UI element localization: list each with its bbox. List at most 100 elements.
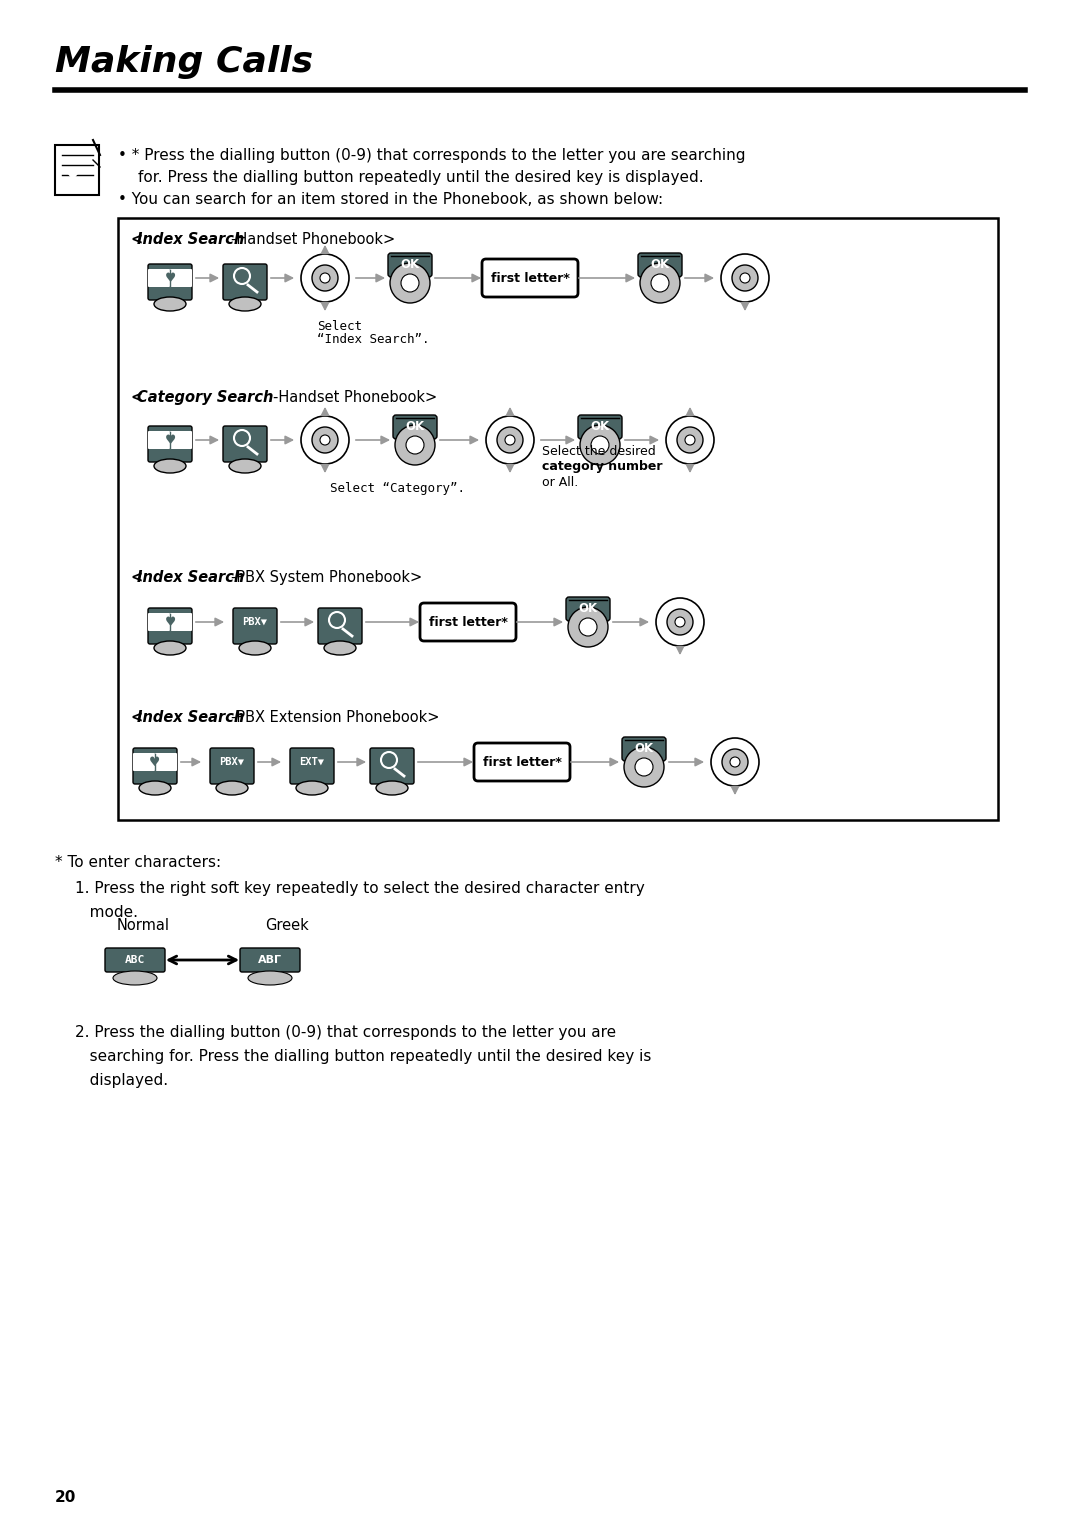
Circle shape (591, 436, 609, 454)
Circle shape (568, 607, 608, 647)
FancyBboxPatch shape (105, 948, 165, 972)
Circle shape (675, 618, 685, 627)
FancyBboxPatch shape (148, 613, 170, 631)
Text: 1. Press the right soft key repeatedly to select the desired character entry: 1. Press the right soft key repeatedly t… (75, 881, 645, 896)
FancyBboxPatch shape (148, 609, 192, 644)
FancyBboxPatch shape (420, 602, 516, 641)
Text: ♥: ♥ (65, 168, 79, 182)
Circle shape (635, 758, 653, 777)
Ellipse shape (154, 459, 186, 472)
FancyBboxPatch shape (638, 252, 681, 277)
Text: ABΓ: ABΓ (258, 956, 282, 965)
FancyBboxPatch shape (474, 743, 570, 781)
Text: OK: OK (405, 420, 424, 434)
FancyBboxPatch shape (318, 609, 362, 644)
Text: Normal: Normal (117, 917, 170, 933)
Ellipse shape (248, 971, 292, 985)
FancyBboxPatch shape (148, 427, 192, 462)
Text: * To enter characters:: * To enter characters: (55, 855, 221, 870)
Ellipse shape (229, 459, 261, 472)
Text: <: < (130, 390, 143, 405)
Circle shape (401, 274, 419, 292)
Circle shape (677, 427, 703, 453)
Text: Select the desired: Select the desired (542, 445, 656, 459)
Ellipse shape (229, 297, 261, 310)
FancyBboxPatch shape (170, 613, 192, 631)
Circle shape (505, 434, 515, 445)
FancyBboxPatch shape (393, 414, 437, 439)
FancyBboxPatch shape (578, 414, 622, 439)
Text: searching for. Press the dialling button repeatedly until the desired key is: searching for. Press the dialling button… (75, 1049, 651, 1064)
Text: Making Calls: Making Calls (55, 44, 313, 80)
Circle shape (579, 618, 597, 636)
Text: mode.: mode. (75, 905, 138, 920)
Circle shape (723, 749, 748, 775)
Circle shape (406, 436, 424, 454)
Circle shape (711, 739, 759, 786)
FancyBboxPatch shape (622, 737, 666, 761)
Circle shape (666, 416, 714, 463)
FancyBboxPatch shape (133, 752, 156, 771)
Text: <: < (130, 709, 143, 725)
Ellipse shape (139, 781, 171, 795)
Text: -Handset Phonebook>: -Handset Phonebook> (231, 232, 395, 248)
Text: ♥: ♥ (164, 272, 176, 284)
FancyBboxPatch shape (566, 596, 610, 621)
Text: first letter*: first letter* (483, 755, 562, 769)
Text: • You can search for an item stored in the Phonebook, as shown below:: • You can search for an item stored in t… (118, 193, 663, 206)
Text: OK: OK (579, 602, 597, 616)
Circle shape (667, 609, 693, 635)
Text: Select: Select (318, 320, 362, 333)
FancyBboxPatch shape (222, 427, 267, 462)
FancyBboxPatch shape (388, 252, 432, 277)
FancyBboxPatch shape (222, 265, 267, 300)
Bar (118, 219, 998, 820)
Circle shape (640, 263, 680, 303)
Text: Index Search: Index Search (137, 709, 244, 725)
Circle shape (312, 427, 338, 453)
FancyBboxPatch shape (148, 269, 170, 287)
Circle shape (685, 434, 696, 445)
Text: EXT▼: EXT▼ (299, 757, 324, 768)
Ellipse shape (296, 781, 328, 795)
Text: -PBX Extension Phonebook>: -PBX Extension Phonebook> (231, 709, 440, 725)
Ellipse shape (154, 297, 186, 310)
Circle shape (740, 274, 750, 283)
Text: for. Press the dialling button repeatedly until the desired key is displayed.: for. Press the dialling button repeatedl… (138, 170, 704, 185)
Text: <: < (130, 232, 143, 248)
FancyBboxPatch shape (148, 431, 170, 450)
Circle shape (320, 434, 330, 445)
FancyBboxPatch shape (210, 748, 254, 784)
Text: PBX▼: PBX▼ (243, 618, 268, 627)
Text: ♥: ♥ (164, 616, 176, 628)
Text: ♥: ♥ (149, 755, 161, 769)
Circle shape (312, 265, 338, 291)
Circle shape (651, 274, 669, 292)
Circle shape (301, 254, 349, 303)
Text: Index Search: Index Search (137, 570, 244, 586)
Text: -PBX System Phonebook>: -PBX System Phonebook> (231, 570, 422, 586)
Circle shape (497, 427, 523, 453)
Text: or All.: or All. (542, 476, 578, 489)
Text: Select “Category”.: Select “Category”. (330, 482, 465, 495)
Text: displayed.: displayed. (75, 1073, 168, 1089)
FancyBboxPatch shape (55, 145, 99, 196)
FancyBboxPatch shape (482, 258, 578, 297)
Text: <: < (130, 570, 143, 586)
Text: “Index Search”.: “Index Search”. (318, 333, 430, 346)
Text: ♥: ♥ (164, 434, 176, 446)
Circle shape (580, 425, 620, 465)
Text: first letter*: first letter* (490, 272, 569, 284)
FancyBboxPatch shape (170, 431, 192, 450)
FancyBboxPatch shape (370, 748, 414, 784)
Circle shape (624, 748, 664, 787)
FancyBboxPatch shape (170, 269, 192, 287)
Circle shape (486, 416, 534, 463)
Circle shape (656, 598, 704, 645)
Text: 20: 20 (55, 1489, 77, 1505)
Text: category number: category number (542, 460, 662, 472)
Ellipse shape (239, 641, 271, 654)
Text: Greek: Greek (265, 917, 309, 933)
FancyBboxPatch shape (156, 752, 177, 771)
Text: OK: OK (401, 258, 419, 272)
